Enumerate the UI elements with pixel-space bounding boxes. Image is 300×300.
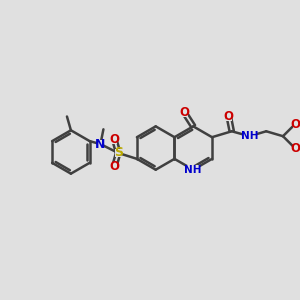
FancyBboxPatch shape: [111, 162, 117, 171]
Text: NH: NH: [184, 165, 202, 175]
Text: O: O: [109, 133, 119, 146]
Text: O: O: [179, 106, 189, 119]
FancyBboxPatch shape: [187, 165, 200, 174]
Text: O: O: [291, 142, 300, 154]
FancyBboxPatch shape: [292, 144, 299, 152]
FancyBboxPatch shape: [181, 108, 188, 117]
FancyBboxPatch shape: [243, 132, 256, 141]
FancyBboxPatch shape: [226, 112, 232, 121]
Text: S: S: [114, 146, 123, 160]
Text: O: O: [224, 110, 234, 123]
FancyBboxPatch shape: [115, 148, 122, 158]
Text: N: N: [95, 138, 106, 151]
FancyBboxPatch shape: [97, 140, 103, 148]
Text: O: O: [291, 118, 300, 131]
Text: NH: NH: [241, 131, 258, 141]
FancyBboxPatch shape: [292, 120, 299, 129]
Text: O: O: [109, 160, 119, 173]
FancyBboxPatch shape: [111, 135, 117, 144]
